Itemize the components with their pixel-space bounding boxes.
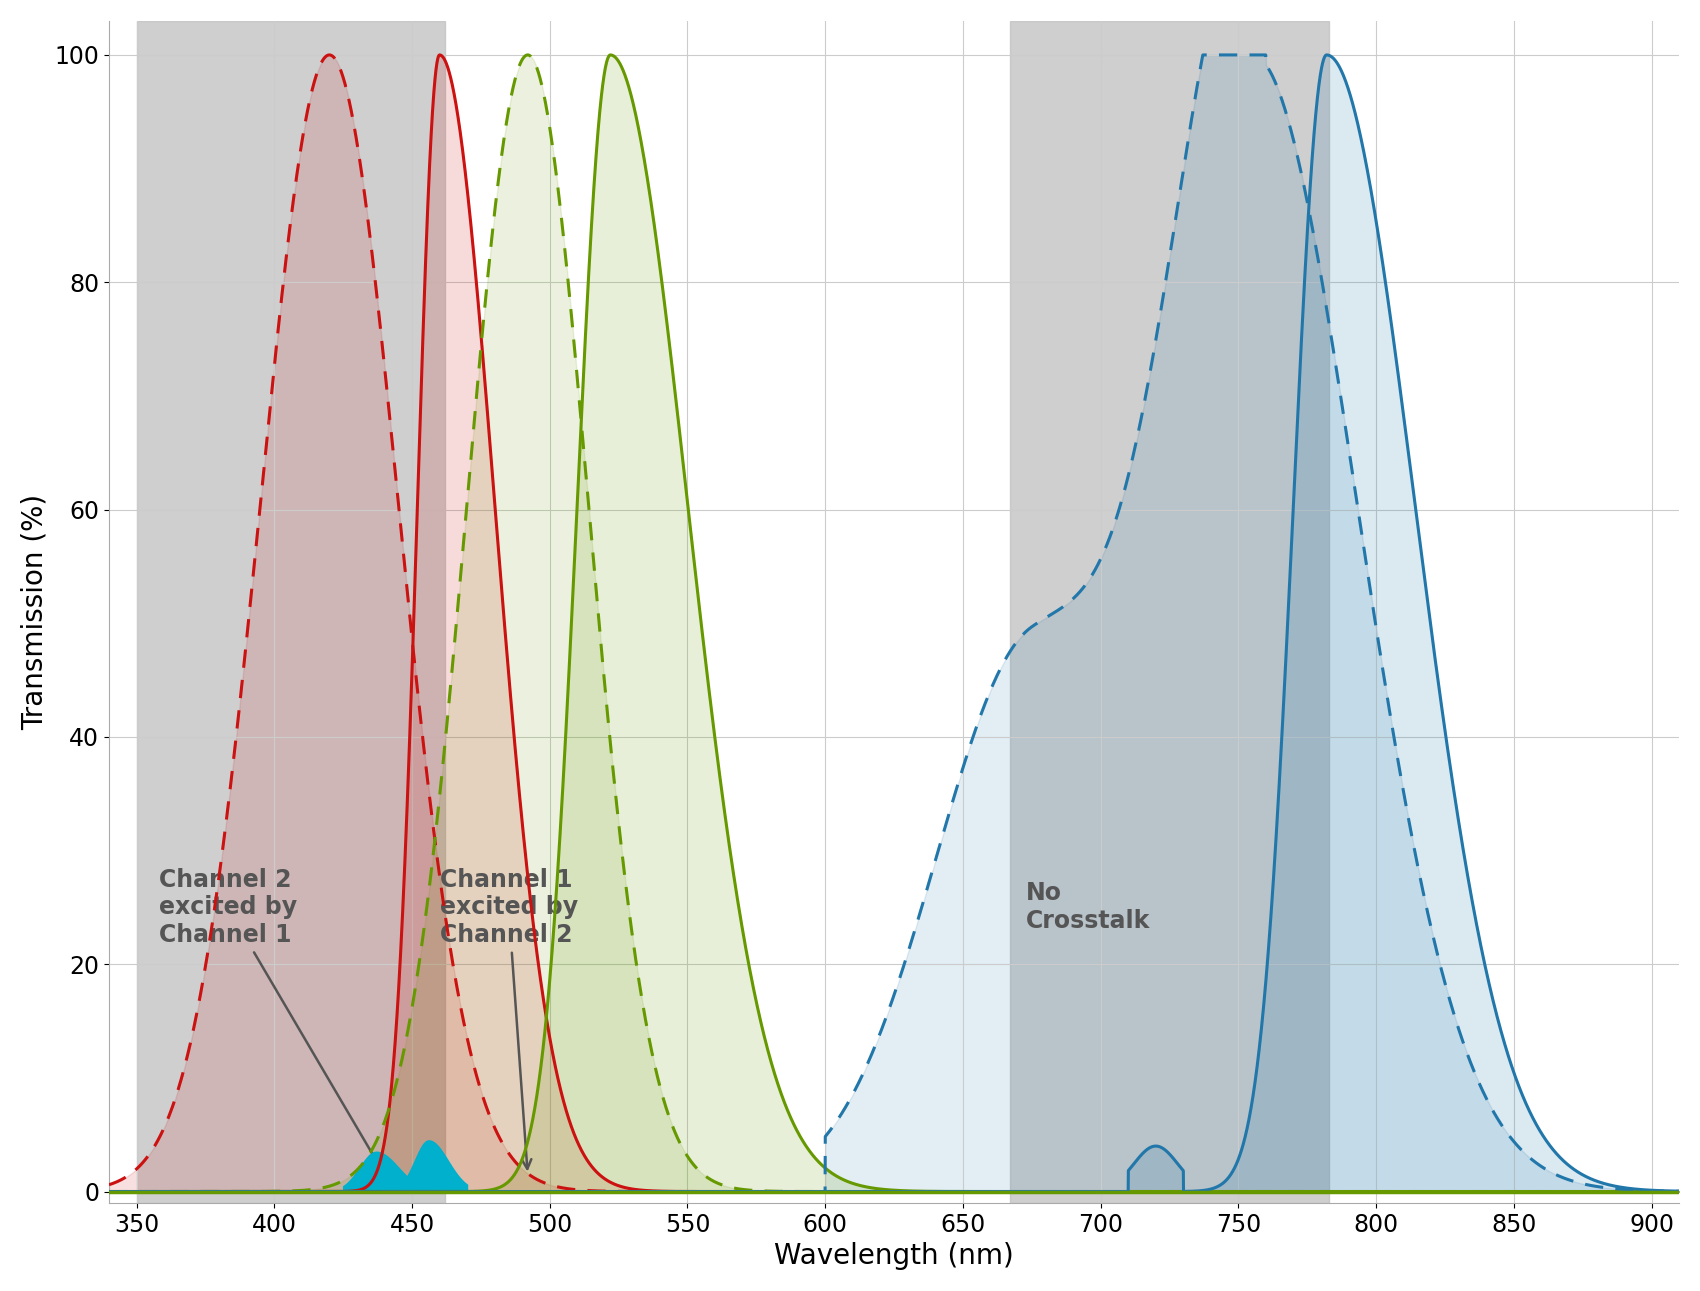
Text: No
Crosstalk: No Crosstalk xyxy=(1027,882,1151,933)
X-axis label: Wavelength (nm): Wavelength (nm) xyxy=(774,1242,1013,1270)
Y-axis label: Transmission (%): Transmission (%) xyxy=(20,493,49,729)
Text: Channel 1
excited by
Channel 2: Channel 1 excited by Channel 2 xyxy=(440,868,578,1168)
Text: Channel 2
excited by
Channel 1: Channel 2 excited by Channel 1 xyxy=(158,868,381,1170)
Bar xyxy=(136,21,445,1203)
Bar xyxy=(1010,21,1329,1203)
